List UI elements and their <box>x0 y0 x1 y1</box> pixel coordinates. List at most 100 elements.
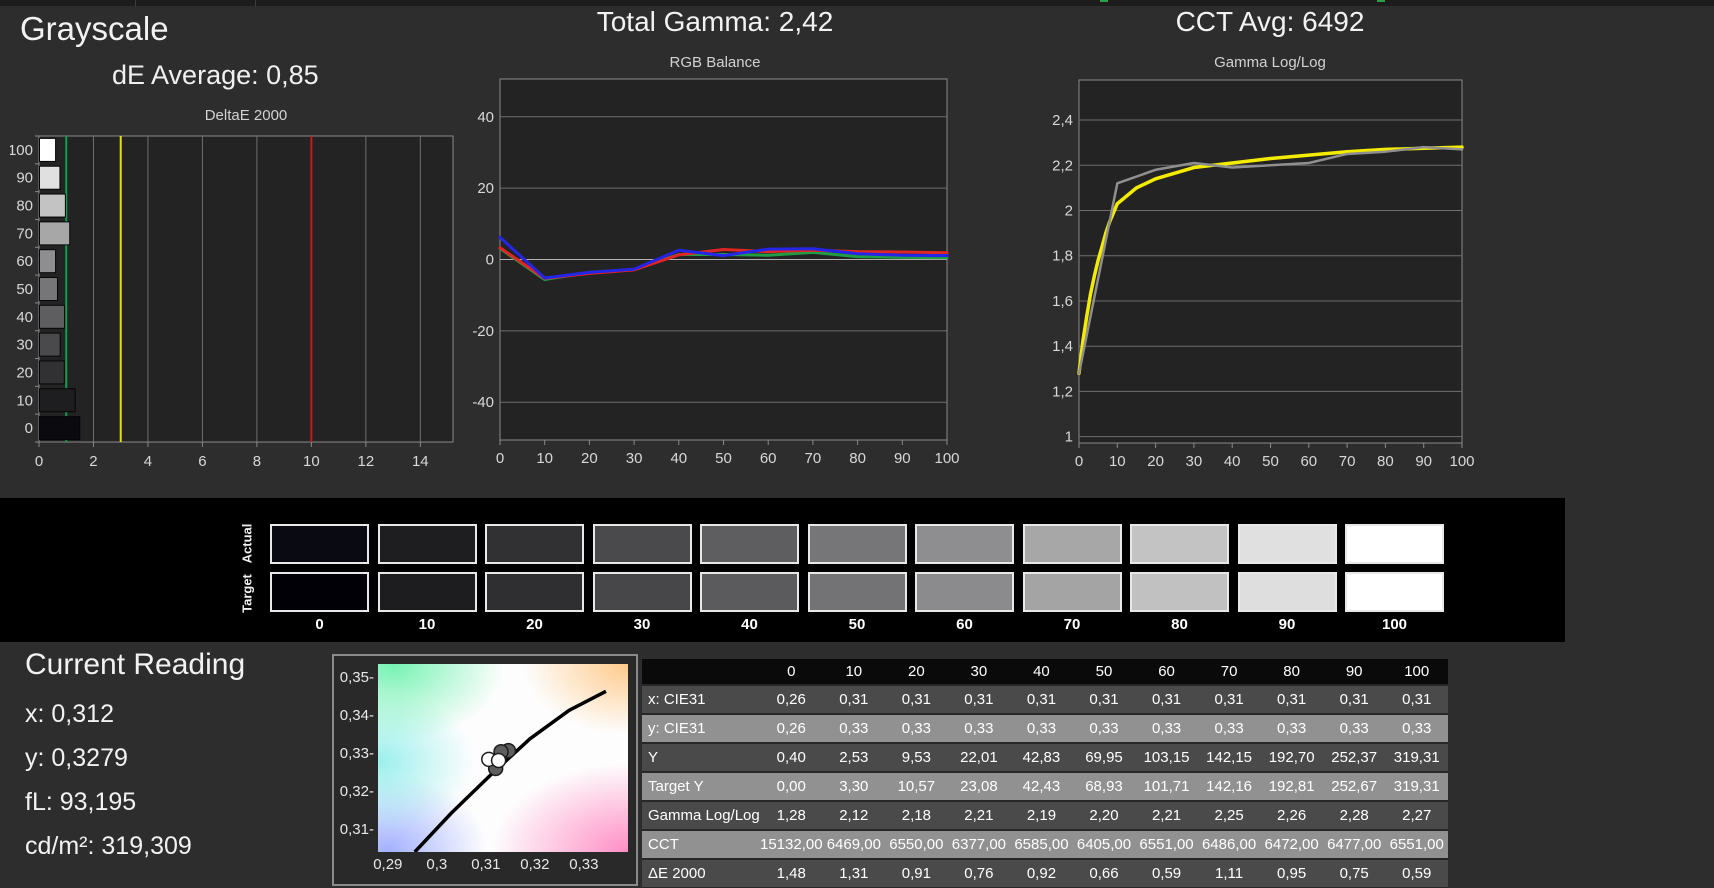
reading-label: y: <box>25 744 52 772</box>
table-cell: 192,81 <box>1268 778 1315 795</box>
table-cell: 0,31 <box>1277 691 1307 708</box>
table-cell: 0,31 <box>1089 691 1119 708</box>
swatch-target-30 <box>592 572 692 612</box>
deltae-bar-20 <box>39 360 65 385</box>
svg-text:30: 30 <box>1186 453 1203 470</box>
cie-x-tick: 0,33 <box>569 856 599 873</box>
table-header-cell: 80 <box>1283 663 1300 680</box>
swatch-level-label: 50 <box>848 616 866 633</box>
svg-text:50: 50 <box>16 281 33 298</box>
total-gamma-readout: Total Gamma: 2,42 <box>596 6 834 37</box>
reading-line-fl: fL: 93,195 <box>25 780 325 824</box>
svg-text:1,4: 1,4 <box>1052 338 1073 355</box>
table-cell: 252,37 <box>1331 749 1378 766</box>
tab-separator <box>135 0 136 6</box>
svg-text:90: 90 <box>1415 453 1432 470</box>
svg-text:20: 20 <box>581 450 598 467</box>
cie-y-tick: 0,33- <box>339 745 374 762</box>
cie-x-tick: 0,3 <box>426 856 448 873</box>
svg-text:-20: -20 <box>472 323 494 340</box>
table-cell: 0,59 <box>1151 865 1182 882</box>
svg-text:30: 30 <box>626 450 643 467</box>
rgb-balance-chart: 40 20 0 -20 -40 0 10 20 30 40 50 60 70 80 90 100 <box>460 70 970 482</box>
target-row-label: Target <box>239 574 255 613</box>
table-header-cell: 20 <box>908 663 925 680</box>
swatch-target-10 <box>377 572 477 612</box>
table-cell: 0,31 <box>901 691 931 708</box>
reading-value: 93,195 <box>59 788 137 816</box>
table-cell: 319,31 <box>1393 749 1440 766</box>
table-cell: 1,31 <box>839 865 869 882</box>
swatch-target-50 <box>807 572 907 612</box>
svg-text:90: 90 <box>16 170 33 187</box>
table-cell: 0,33 <box>1151 720 1182 737</box>
deltae-bar-40 <box>39 304 66 329</box>
current-reading-title: Current Reading <box>25 648 246 681</box>
de-average-readout: dE Average: 0,85 <box>112 60 319 90</box>
svg-text:12: 12 <box>357 453 374 470</box>
swatch-level-label: 10 <box>418 616 436 633</box>
deltae-bar-0 <box>39 416 81 441</box>
tab-indicator <box>1377 0 1385 2</box>
swatch-level-label: 30 <box>633 616 651 633</box>
table-cell: 0,33 <box>1026 720 1057 737</box>
deltae-bar-100 <box>39 137 57 162</box>
table-cell: 2,20 <box>1089 807 1119 824</box>
svg-text:100: 100 <box>934 450 959 467</box>
reading-value: 0,3279 <box>51 744 128 772</box>
swatch-target-70 <box>1022 572 1122 612</box>
svg-text:-40: -40 <box>472 394 494 411</box>
tab-separator <box>255 0 256 6</box>
table-cell: 0,75 <box>1339 865 1369 882</box>
table-header-cell: 0 <box>787 663 796 680</box>
swatch-level-label: 70 <box>1063 616 1081 633</box>
swatch-actual-30 <box>592 524 692 564</box>
table-cell: 22,01 <box>960 749 998 766</box>
svg-text:70: 70 <box>16 225 33 242</box>
swatch-actual-50 <box>807 524 907 564</box>
svg-text:50: 50 <box>1262 453 1279 470</box>
swatch-target-0 <box>270 572 369 612</box>
cct-average-readout: CCT Avg: 6492 <box>1175 6 1365 37</box>
table-cell: 10,57 <box>897 778 936 795</box>
svg-text:40: 40 <box>1224 453 1241 470</box>
table-cell: 6469,00 <box>826 836 881 853</box>
swatch-level-label: 40 <box>741 616 758 633</box>
table-header-cell: 90 <box>1345 663 1363 680</box>
svg-text:60: 60 <box>760 450 777 467</box>
reading-label: cd/m²: <box>25 832 102 860</box>
table-cell: 0,33 <box>1339 720 1369 737</box>
table-header-cell: 60 <box>1158 663 1175 680</box>
table-cell: 2,12 <box>839 807 869 824</box>
table-cell: 0,33 <box>901 720 931 737</box>
table-row-label: Target Y <box>648 778 704 795</box>
gamma_loglog-series-target-gamma <box>1077 145 1464 376</box>
table-cell: 68,93 <box>1085 778 1123 795</box>
gamma-loglog-chart: 2,4 2,2 2 1,8 1,6 1,4 1,2 1 0 10 20 30 40 50 60 70 80 90 1… <box>1030 70 1510 482</box>
svg-text:8: 8 <box>253 453 261 470</box>
deltae-bar-50 <box>39 277 58 301</box>
svg-text:60: 60 <box>16 253 33 270</box>
table-cell: 6405,00 <box>1076 836 1132 853</box>
table-cell: 1,48 <box>776 865 806 882</box>
table-cell: 2,53 <box>839 749 869 766</box>
svg-text:1,6: 1,6 <box>1052 293 1073 310</box>
svg-text:14: 14 <box>412 453 429 470</box>
svg-text:50: 50 <box>715 450 732 467</box>
swatch-target-90 <box>1237 572 1337 612</box>
swatch-actual-90 <box>1237 524 1337 564</box>
rgb_balance-series-blue <box>498 235 949 280</box>
table-cell: 0,31 <box>1151 691 1182 708</box>
table-cell: 252,67 <box>1331 778 1378 795</box>
svg-text:2: 2 <box>89 453 97 470</box>
svg-text:4: 4 <box>144 453 152 470</box>
swatch-actual-40 <box>700 524 799 564</box>
svg-text:70: 70 <box>1339 453 1356 470</box>
cie-chromaticity-plot <box>378 664 628 852</box>
svg-text:80: 80 <box>16 198 33 215</box>
cie-x-tick: 0,31 <box>471 856 501 873</box>
table-row-3: Target Y 0,00 3,30 10,57 23,08 42,43 68,93 101,… <box>642 773 1448 802</box>
table-cell: 2,21 <box>1151 807 1182 824</box>
table-row-4: Gamma Log/Log 1,28 2,12 2,18 2,21 2,19 2,20 2,2… <box>642 802 1448 831</box>
